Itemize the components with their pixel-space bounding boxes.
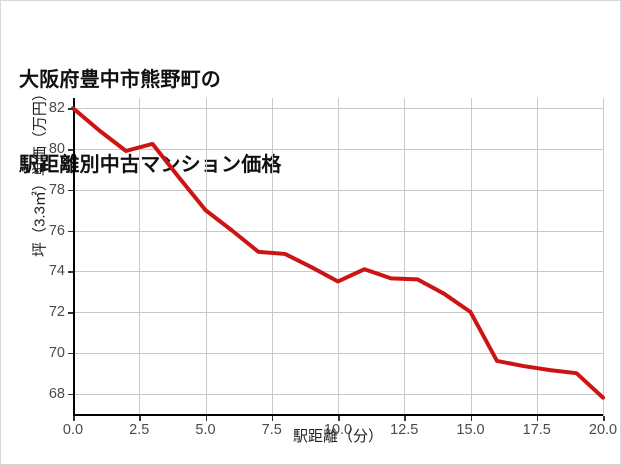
- gridline-vertical-17.5: [536, 98, 538, 416]
- y-axis-label: 坪（3.3㎡）単価（万円）: [31, 86, 49, 257]
- y-tick-label-72: 72: [48, 304, 65, 321]
- y-tick-mark-70: [68, 352, 73, 355]
- y-tick-label-76: 76: [48, 222, 65, 239]
- gridline-vertical-15.0: [470, 98, 472, 416]
- gridline-vertical-2.5: [139, 98, 141, 416]
- y-tick-label-68: 68: [48, 385, 65, 402]
- series-line-chart: [71, 106, 605, 400]
- chart-title-line-1: 大阪府豊中市熊野町の: [19, 68, 221, 91]
- y-tick-mark-78: [68, 189, 73, 192]
- x-tick-mark-20.0: [603, 416, 605, 421]
- y-tick-label-78: 78: [48, 181, 65, 198]
- x-tick-mark-15.0: [470, 416, 473, 421]
- x-tick-label-2.5: 2.5: [129, 422, 150, 438]
- x-tick-mark-17.5: [536, 416, 539, 421]
- gridline-vertical-5.0: [205, 98, 207, 416]
- x-tick-mark-10.0: [338, 416, 340, 421]
- chart-title-line-2: 駅距離別中古マンション価格: [19, 153, 282, 176]
- y-tick-mark-68: [68, 393, 73, 396]
- y-tick-mark-82: [68, 108, 73, 110]
- x-tick-label-12.5: 12.5: [390, 422, 419, 438]
- x-tick-label-10.0: 10.0: [323, 422, 353, 438]
- plot-area: [71, 98, 605, 416]
- x-tick-mark-2.5: [139, 416, 141, 421]
- x-tick-label-7.5: 7.5: [261, 422, 282, 438]
- series-polyline-坪単価: [71, 106, 605, 400]
- x-tick-label-17.5: 17.5: [522, 422, 551, 438]
- x-tick-label-15.0: 15.0: [456, 422, 485, 438]
- gridline-vertical-12.5: [404, 98, 406, 416]
- x-axis-label: 駅距離（分）: [292, 428, 383, 445]
- x-tick-label-20.0: 20.0: [588, 422, 618, 438]
- y-tick-mark-80: [68, 148, 73, 151]
- plot-frame: [73, 98, 603, 416]
- chart-title: 大阪府豊中市熊野町の 駅距離別中古マンション価格: [19, 9, 579, 236]
- x-tick-mark-7.5: [271, 416, 274, 421]
- gridline-vertical-7.5: [271, 98, 273, 416]
- x-tick-mark-12.5: [404, 416, 406, 421]
- y-tick-mark-74: [68, 271, 73, 273]
- x-tick-mark-5.0: [205, 416, 208, 421]
- y-tick-label-82: 82: [48, 100, 65, 117]
- x-tick-label-5.0: 5.0: [195, 422, 216, 438]
- y-tick-label-70: 70: [48, 344, 65, 361]
- y-tick-label-80: 80: [48, 140, 65, 157]
- x-tick-label-0.0: 0.0: [62, 422, 84, 438]
- x-tick-mark-0.0: [73, 416, 75, 421]
- y-tick-mark-72: [68, 312, 73, 314]
- y-tick-label-74: 74: [48, 263, 65, 280]
- gridline-vertical-10.0: [338, 98, 339, 416]
- gridline-vertical-20.0: [603, 98, 604, 416]
- y-tick-mark-76: [68, 230, 73, 233]
